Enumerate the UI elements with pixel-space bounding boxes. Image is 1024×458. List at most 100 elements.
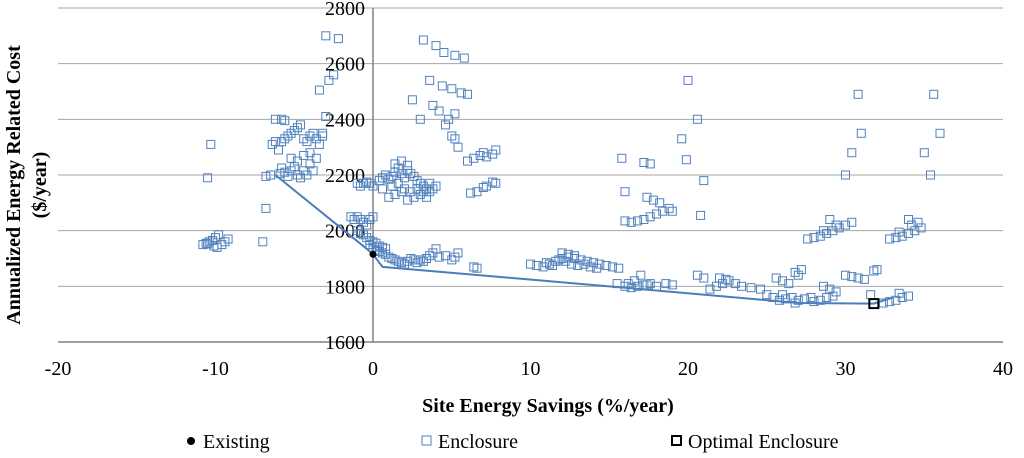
- axes: [58, 8, 1003, 343]
- enclosure-point: [425, 178, 435, 188]
- legend: Existing Enclosure Optimal Enclosure: [187, 431, 839, 453]
- enclosure-point: [378, 173, 387, 183]
- enclosure-point: [463, 156, 472, 166]
- enclosure-points: [198, 31, 945, 308]
- enclosure-point: [491, 178, 501, 188]
- enclosure-point: [441, 251, 450, 261]
- enclosure-point: [541, 258, 551, 268]
- enclosure-point: [384, 174, 394, 184]
- enclosure-point: [412, 184, 422, 194]
- enclosure-point: [768, 293, 778, 302]
- enclosure-point: [904, 215, 913, 224]
- y-tick-label: 2400: [325, 109, 365, 131]
- enclosure-point: [655, 198, 665, 208]
- enclosure-point: [365, 215, 375, 224]
- enclosure-point: [746, 283, 756, 293]
- y-tick-label: 2600: [325, 54, 365, 76]
- enclosure-point: [872, 265, 882, 275]
- enclosure-point: [299, 151, 309, 160]
- enclosure-point: [349, 215, 359, 224]
- legend-optimal-marker: [671, 435, 682, 446]
- enclosure-point: [400, 259, 409, 269]
- enclosure-point: [790, 298, 800, 308]
- enclosure-point: [212, 242, 222, 252]
- enclosure-point: [434, 106, 444, 116]
- enclosure-point: [321, 112, 331, 121]
- enclosure-point: [431, 181, 441, 191]
- enclosure-point: [822, 228, 832, 238]
- enclosure-point: [642, 192, 652, 202]
- enclosure-point: [532, 261, 542, 270]
- frontier-line: [274, 174, 894, 305]
- enclosure-point: [916, 223, 926, 233]
- enclosure-point: [891, 295, 901, 305]
- enclosure-point: [692, 270, 702, 280]
- y-tick-label: 2800: [325, 0, 365, 20]
- enclosure-point: [329, 70, 339, 80]
- enclosure-point: [825, 215, 835, 224]
- enclosure-point: [286, 153, 296, 163]
- y-axis-title-line2: ($/year): [29, 152, 51, 219]
- enclosure-point: [778, 290, 787, 300]
- enclosure-point: [393, 178, 403, 188]
- enclosure-point: [352, 178, 362, 188]
- enclosure-point: [396, 258, 406, 268]
- enclosure-point: [359, 217, 368, 227]
- enclosure-point: [894, 227, 904, 237]
- enclosure-point: [652, 281, 661, 291]
- enclosure-point: [904, 291, 913, 301]
- enclosure-point: [815, 231, 825, 241]
- enclosure-point: [774, 295, 784, 305]
- enclosure-point: [352, 212, 362, 222]
- legend-enclosure-marker: [421, 435, 432, 446]
- enclosure-point: [387, 181, 397, 191]
- enclosure-point: [847, 148, 857, 158]
- enclosure-point: [321, 31, 331, 41]
- enclosure-point: [696, 210, 706, 220]
- enclosure-point: [699, 273, 709, 283]
- enclosure-point: [853, 273, 863, 283]
- enclosure-point: [617, 153, 627, 163]
- optimal-enclosure-point: [868, 298, 880, 310]
- enclosure-point: [469, 153, 479, 163]
- enclosure-point: [570, 251, 580, 261]
- y-axis-title: Annualized Energy Related Cost ($/year): [3, 45, 51, 325]
- enclosure-point: [305, 148, 315, 158]
- enclosure-point: [283, 131, 293, 141]
- enclosure-point: [437, 81, 447, 91]
- frontier-line-group: [274, 174, 894, 305]
- enclosure-point: [652, 209, 661, 219]
- enclosure-point: [333, 34, 343, 44]
- enclosure-point: [390, 255, 400, 265]
- enclosure-point: [645, 279, 655, 289]
- y-tick-label: 2200: [325, 165, 365, 187]
- enclosure-point: [308, 166, 318, 176]
- enclosure-point: [891, 233, 901, 243]
- enclosure-point: [280, 134, 290, 144]
- enclosure-point: [623, 279, 633, 289]
- enclosure-point: [699, 176, 709, 186]
- enclosure-point: [620, 281, 630, 291]
- enclosure-point: [859, 274, 869, 284]
- enclosure-point: [667, 206, 677, 216]
- enclosure-point: [847, 272, 857, 282]
- enclosure-point: [368, 212, 378, 222]
- enclosure-point: [418, 187, 428, 197]
- enclosure-point: [841, 220, 850, 230]
- enclosure-point: [756, 284, 765, 294]
- enclosure-point: [296, 120, 305, 130]
- enclosure-point: [428, 184, 438, 194]
- highlight-points: [369, 250, 880, 310]
- enclosure-point: [453, 142, 463, 152]
- enclosure-point: [469, 262, 479, 272]
- enclosure-point: [800, 294, 809, 304]
- enclosure-point: [384, 192, 394, 202]
- enclosure-point: [400, 184, 409, 194]
- enclosure-point: [292, 156, 302, 166]
- enclosure-point: [374, 247, 384, 256]
- enclosure-point: [913, 217, 923, 227]
- x-axis-title: Site Energy Savings (%/year): [422, 395, 674, 417]
- enclosure-point: [277, 114, 287, 124]
- enclosure-point: [447, 84, 457, 94]
